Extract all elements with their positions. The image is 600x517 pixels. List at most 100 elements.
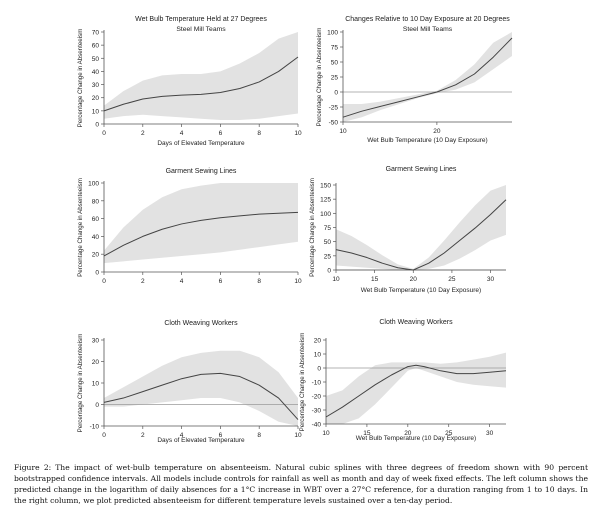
x-tick-label: 2 [141,130,145,137]
spline-line [103,56,299,112]
y-axis-label: Percentage Change in Absenteeism [299,333,306,432]
y-tick-label: -25 [329,105,339,112]
x-tick-label: 25 [445,430,453,437]
x-tick-label: 8 [257,432,261,439]
x-tick-label: 30 [487,276,495,283]
x-tick-label: 10 [339,128,347,135]
y-tick-label: 10 [314,352,322,359]
x-tick-label: 10 [294,130,302,137]
x-tick-label: 4 [180,278,184,285]
y-tick-label: 20 [92,359,100,366]
confidence-band [104,32,298,121]
x-tick-label: 0 [102,130,106,137]
figure-caption-text: The impact of wet-bulb temperature on ab… [14,463,588,505]
y-tick-label: 25 [331,75,339,82]
confidence-band [104,350,298,426]
y-tick-label: -30 [312,408,322,415]
y-tick-label: 0 [327,268,331,275]
chart-title: Cloth Weaving Workers [379,319,453,326]
y-tick-label: 10 [92,108,100,115]
x-tick-label: 25 [448,276,456,283]
chart-cloth-temp: -40 -30 -20 -10 0 10 20 10 15 20 25 30 Cloth Weaving… [299,319,507,442]
y-tick-label: -40 [312,422,322,429]
y-tick-label: 0 [95,270,99,277]
x-tick-label: 10 [322,430,330,437]
y-tick-label: 50 [331,60,339,67]
confidence-band [104,183,298,264]
spline-line [335,199,507,271]
y-tick-label: 100 [327,30,338,37]
x-tick-label: 4 [180,130,184,137]
y-tick-label: 20 [314,338,322,345]
x-tick-label: 0 [102,278,106,285]
y-tick-label: 50 [324,239,332,246]
spline-line [103,372,299,420]
y-tick-label: 125 [320,197,331,204]
x-tick-label: 4 [180,432,184,439]
y-tick-label: 30 [92,82,100,89]
confidence-band [343,32,512,122]
y-tick-label: -10 [90,424,100,431]
x-axis-label: Days of Elevated Temperature [157,140,245,147]
y-tick-label: 75 [331,45,339,52]
x-tick-label: 6 [219,432,223,439]
y-tick-label: 60 [92,216,100,223]
y-tick-label: 50 [92,56,100,63]
x-axis-label: Wet Bulb Temperature (10 Day Exposure) [367,137,487,144]
x-tick-label: 20 [410,276,418,283]
confidence-band [326,352,506,424]
y-tick-label: 0 [95,402,99,409]
x-tick-label: 0 [102,432,106,439]
chart-steel-days: 0 10 20 30 40 50 60 70 0 2 4 6 8 10 Wet Bulb Temperatu… [77,16,302,147]
figure-caption-label: Figure 2: [14,463,52,472]
chart-steel-temp: -50 -25 0 25 50 75 100 10 20 Changes Relative to … [316,16,513,144]
y-tick-label: -20 [312,394,322,401]
chart-title: Garment Sewing Lines [166,168,237,175]
y-tick-label: 20 [92,252,100,259]
confidence-band [336,185,506,270]
x-tick-label: 6 [219,130,223,137]
y-axis-label: Percentage Change in Absenteeism [77,334,84,433]
y-tick-label: 30 [92,338,100,345]
chart-title: Cloth Weaving Workers [164,320,238,327]
x-axis-label: Wet Bulb Temperature (10 Day Exposure) [361,287,481,294]
y-axis-label: Percentage Change in Absenteeism [77,178,84,277]
y-tick-label: 20 [92,95,100,102]
y-axis-label: Percentage Change in Absenteeism [316,28,323,127]
y-tick-label: 25 [324,253,332,260]
y-tick-label: 100 [320,211,331,218]
x-tick-label: 2 [141,432,145,439]
y-tick-label: 150 [320,183,331,190]
y-tick-label: 80 [92,198,100,205]
x-tick-label: 15 [363,430,371,437]
figure-caption: Figure 2: The impact of wet-bulb temperat… [14,462,588,506]
y-tick-label: 100 [88,181,99,188]
x-axis-label: Days of Elevated Temperature [157,437,245,444]
y-tick-label: 0 [334,90,338,97]
y-axis-label: Percentage Change in Absenteeism [77,29,84,128]
x-tick-label: 10 [294,278,302,285]
x-axis-label: Wet Bulb Temperature (10 Day Exposure) [356,435,476,442]
chart-subtitle: Steel Mill Teams [176,26,226,33]
y-tick-label: 60 [92,43,100,50]
y-tick-label: -10 [312,380,322,387]
spline-line [103,211,299,257]
x-tick-label: 30 [486,430,494,437]
y-tick-label: 70 [92,30,100,37]
y-axis-label: Percentage Change in Absenteeism [309,178,316,277]
y-tick-label: 40 [92,234,100,241]
y-tick-label: 10 [92,381,100,388]
chart-garment-days: 0 20 40 60 80 100 0 2 4 6 8 10 Garment Sewing Lines P… [77,168,302,285]
chart-garment-temp: 0 25 50 75 100 125 150 10 15 20 25 30 Garment Sewing… [309,166,507,294]
x-tick-label: 2 [141,278,145,285]
chart-title: Wet Bulb Temperature Held at 27 Degrees [135,16,267,23]
chart-title: Garment Sewing Lines [386,166,457,173]
chart-subtitle: Steel Mill Teams [403,26,453,33]
x-tick-label: 20 [404,430,412,437]
y-tick-label: 40 [92,69,100,76]
chart-title: Changes Relative to 10 Day Exposure at 2… [345,16,510,23]
x-tick-label: 15 [371,276,379,283]
x-tick-label: 8 [257,130,261,137]
